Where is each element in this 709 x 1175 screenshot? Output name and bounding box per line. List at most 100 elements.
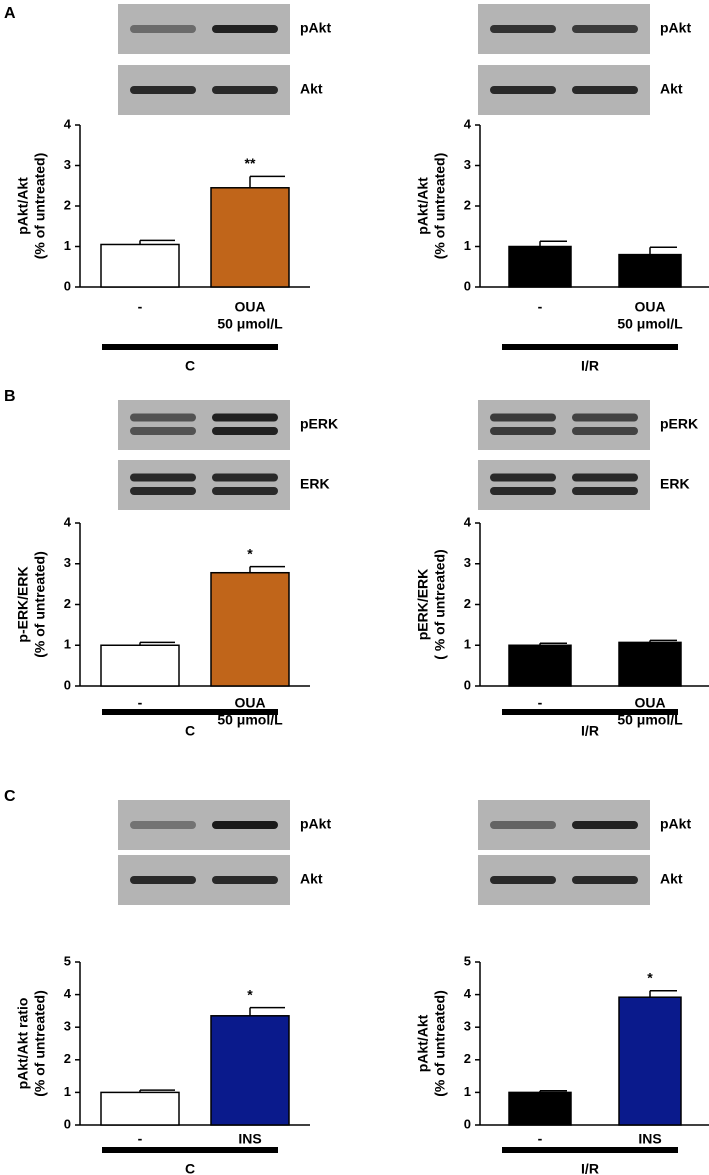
bar (100, 644, 180, 687)
blot-band (130, 25, 196, 33)
y-tick-label: 0 (64, 278, 71, 293)
y-tick-label: 4 (64, 514, 72, 529)
y-tick-label: 5 (64, 953, 71, 968)
group-label: C (185, 358, 195, 374)
blot-band (572, 876, 638, 884)
blot-label: pAkt (300, 20, 331, 36)
y-axis-label: pAkt/Akt (415, 1014, 431, 1072)
y-axis-label: pAkt/Akt ratio (15, 998, 31, 1090)
blot-label: pERK (300, 416, 338, 432)
blot-band (130, 413, 196, 422)
blot-band (490, 25, 556, 33)
y-axis-label: (% of untreated) (432, 153, 448, 260)
y-tick-label: 2 (64, 596, 71, 611)
y-axis-label: ( % of untreated) (432, 549, 448, 659)
y-tick-label: 1 (464, 637, 471, 652)
x-tick-label: 50 μmol/L (217, 316, 283, 332)
bar (508, 644, 572, 687)
y-tick-label: 1 (64, 238, 71, 253)
blot-image (118, 400, 290, 450)
blot-band (212, 25, 278, 33)
blot-label: ERK (660, 476, 690, 492)
x-tick-label: - (138, 1131, 143, 1147)
blot-band (212, 427, 278, 435)
bar (618, 641, 682, 687)
blot-band (490, 821, 556, 829)
y-tick-label: 3 (464, 555, 471, 570)
blot-label: Akt (660, 81, 683, 97)
y-tick-label: 0 (464, 1116, 471, 1131)
y-tick-label: 0 (64, 677, 71, 692)
y-tick-label: 3 (64, 157, 71, 172)
x-tick-label: - (138, 695, 143, 711)
y-tick-label: 4 (64, 986, 72, 1001)
y-tick-label: 4 (464, 514, 472, 529)
blot-band (490, 86, 556, 94)
blot-band (212, 473, 278, 482)
y-tick-label: 1 (464, 1084, 471, 1099)
x-tick-label: - (538, 299, 543, 315)
x-tick-label: 50 μmol/L (217, 712, 283, 728)
group-bar (102, 344, 278, 350)
blot-band (572, 25, 638, 33)
x-tick-label: 50 μmol/L (617, 316, 683, 332)
blot-label: ERK (300, 476, 330, 492)
bar-group (100, 1089, 180, 1126)
bar (508, 245, 572, 288)
blot-band (212, 821, 278, 829)
group-label: C (185, 1161, 195, 1175)
bar-group (508, 642, 572, 687)
x-tick-label: OUA (634, 299, 665, 315)
blot-band (212, 413, 278, 422)
blot-band (572, 86, 638, 94)
group-label: I/R (581, 723, 599, 739)
bar-group (210, 1006, 290, 1126)
y-tick-label: 0 (64, 1116, 71, 1131)
blot-band (490, 487, 556, 495)
blot-label: pERK (660, 416, 698, 432)
x-tick-label: OUA (234, 695, 265, 711)
blot-band (130, 86, 196, 94)
x-tick-label: OUA (634, 695, 665, 711)
y-tick-label: 3 (64, 1019, 71, 1034)
bar-group (618, 639, 682, 687)
y-tick-label: 1 (64, 637, 71, 652)
blot-label: pAkt (660, 20, 691, 36)
y-tick-label: 2 (464, 596, 471, 611)
panel-letter: C (4, 788, 16, 805)
y-axis-label: (% of untreated) (32, 551, 48, 658)
blot-band (490, 473, 556, 482)
bar (210, 571, 290, 687)
blot-label: pAkt (300, 816, 331, 832)
y-tick-label: 1 (464, 238, 471, 253)
blot-band (212, 876, 278, 884)
blot-band (130, 427, 196, 435)
bar-group (210, 175, 290, 288)
y-axis-label: (% of untreated) (32, 990, 48, 1097)
y-axis-label: pERK/ERK (415, 569, 431, 641)
blot-label: pAkt (660, 816, 691, 832)
blot-band (212, 86, 278, 94)
x-tick-label: - (538, 1131, 543, 1147)
y-tick-label: 2 (64, 1051, 71, 1066)
group-bar (102, 1147, 278, 1153)
blot-band (212, 487, 278, 495)
y-tick-label: 2 (64, 197, 71, 212)
bar-group (618, 246, 682, 288)
y-tick-label: 4 (464, 986, 472, 1001)
x-tick-label: 50 μmol/L (617, 712, 683, 728)
y-tick-label: 0 (464, 278, 471, 293)
x-tick-label: - (538, 695, 543, 711)
group-label: I/R (581, 1161, 599, 1175)
blot-band (490, 876, 556, 884)
group-bar (502, 344, 678, 350)
group-label: C (185, 723, 195, 739)
blot-band (572, 427, 638, 435)
bar-group (618, 989, 682, 1126)
bar-group (100, 239, 180, 288)
significance: * (647, 969, 653, 985)
y-tick-label: 4 (64, 116, 72, 131)
blot-band (130, 487, 196, 495)
group-bar (502, 709, 678, 715)
